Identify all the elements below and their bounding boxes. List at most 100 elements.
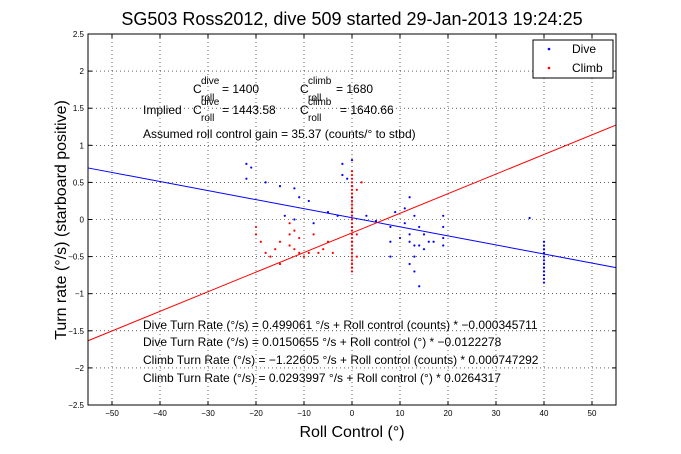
climb-data-point	[322, 248, 325, 251]
dive-data-point	[422, 248, 426, 251]
c-climb-sub: roll	[308, 93, 321, 104]
implied-c-dive-sub: roll	[201, 113, 214, 124]
x-tick-label: 30	[492, 409, 501, 418]
c-climb-sup: climb	[308, 76, 332, 87]
climb-data-point	[350, 181, 354, 184]
dive-data-point	[418, 225, 421, 229]
climb-data-point	[350, 225, 354, 229]
climb-data-point	[350, 266, 354, 269]
dive-data-point	[422, 233, 426, 236]
climb-data-point	[264, 251, 267, 254]
climb-data-point	[350, 203, 354, 206]
dive-data-point	[293, 187, 296, 190]
y-tick-label: −1	[75, 290, 85, 299]
dive-data-point	[245, 177, 248, 180]
implied-c-climb-label: C	[300, 103, 309, 117]
climb-data-point	[350, 236, 354, 240]
c-climb-label: C	[300, 82, 309, 96]
climb-data-point	[350, 222, 354, 225]
x-tick-label: 20	[444, 409, 453, 418]
legend: Dive Climb	[532, 39, 614, 79]
fit-lines	[87, 124, 617, 342]
climb-data-point	[298, 251, 301, 254]
dive-data-point	[542, 270, 546, 273]
implied-roll-centers-line: Implied C dive roll = 1443.58 C climb ro…	[143, 97, 394, 124]
c-dive-value: = 1400	[222, 82, 259, 96]
dive-data-point	[298, 196, 301, 199]
climb-data-point	[312, 233, 315, 236]
dive-data-point	[264, 181, 267, 184]
x-tick-label: −20	[249, 409, 263, 418]
y-tick-label: −2	[75, 364, 85, 373]
dive-data-point	[413, 214, 416, 217]
climb-data-point	[350, 170, 354, 173]
dive-data-point	[346, 177, 349, 180]
climb-data-point	[350, 255, 354, 258]
dive-data-point	[350, 159, 354, 162]
legend-climb-label: Climb	[572, 61, 603, 75]
dive-data-point	[307, 199, 310, 203]
dive-data-point	[398, 236, 402, 240]
climb-data-point	[350, 177, 354, 180]
climb-data-point	[350, 185, 354, 188]
climb-data-point	[350, 218, 354, 221]
dive-data-point	[542, 274, 546, 277]
climb-data-point	[350, 196, 354, 199]
climb-data-point	[350, 244, 354, 247]
climb-data-point	[350, 251, 354, 254]
dive-data-point	[442, 236, 445, 240]
x-tick-label: 40	[540, 409, 549, 418]
dive-data-point	[403, 222, 406, 225]
climb-data-point	[307, 251, 310, 254]
climb-data-point	[350, 229, 354, 232]
y-tick-label: 0.5	[73, 178, 85, 187]
equation-dive-counts: Dive Turn Rate (°/s) = 0.499061 °/s + Ro…	[143, 318, 538, 332]
legend-dive-label: Dive	[572, 42, 596, 56]
dive-data-point	[418, 244, 421, 247]
climb-data-point	[293, 248, 296, 251]
dive-data-point	[341, 173, 344, 177]
y-tick-label: 1	[80, 141, 85, 150]
climb-data-point	[355, 233, 358, 236]
dive-data-point	[293, 218, 296, 221]
dive-data-point	[442, 225, 445, 229]
climb-data-point	[274, 248, 277, 251]
climb-data-point	[269, 255, 272, 258]
implied-c-dive-value: = 1443.58	[222, 103, 276, 117]
dive-data-point	[283, 214, 286, 217]
x-tick-label: 0	[350, 409, 355, 418]
climb-data-point	[350, 233, 354, 236]
c-climb-value: = 1680	[336, 82, 373, 96]
dive-data-point	[418, 285, 421, 288]
implied-c-climb-sub: roll	[308, 113, 321, 124]
dive-data-point	[427, 240, 430, 243]
climb-data-point	[350, 207, 354, 210]
legend-box	[532, 39, 614, 79]
legend-climb-marker	[547, 66, 551, 70]
annotation-block: C dive roll = 1400 C climb roll = 1680 I…	[143, 76, 539, 385]
roll-centers-line: C dive roll = 1400 C climb roll = 1680	[193, 76, 373, 104]
y-axis-label: Turn rate (°/s) (starboard positive)	[53, 100, 70, 340]
climb-data-point	[350, 173, 354, 177]
dive-data-point	[442, 244, 445, 247]
dive-data-point	[278, 185, 282, 188]
plot-area: −50 −40 −30 −20 −10 0 10 20 30 40 50 2.5 2 1.5 1 0.5 0 −0…	[68, 30, 617, 418]
dive-data-point	[245, 162, 248, 165]
climb-data-point	[278, 240, 282, 243]
equation-climb-degrees: Climb Turn Rate (°/s) = 0.0293997 °/s + …	[143, 371, 501, 385]
climb-data-point	[254, 233, 258, 236]
y-tick-label: 1.5	[73, 104, 85, 113]
data-points	[245, 159, 546, 288]
y-tick-label: 0	[80, 216, 85, 225]
climb-data-point	[326, 240, 330, 243]
implied-c-dive-label: C	[193, 103, 202, 117]
x-tick-label: −10	[297, 409, 311, 418]
dive-data-point	[389, 255, 392, 258]
dive-data-point	[408, 240, 411, 243]
climb-data-point	[317, 251, 320, 254]
dive-data-point	[542, 277, 546, 280]
dive-data-point	[442, 214, 445, 217]
climb-data-point	[298, 236, 301, 240]
equation-climb-counts: Climb Turn Rate (°/s) = −1.22605 °/s + R…	[143, 353, 539, 367]
climb-data-point	[350, 188, 354, 191]
